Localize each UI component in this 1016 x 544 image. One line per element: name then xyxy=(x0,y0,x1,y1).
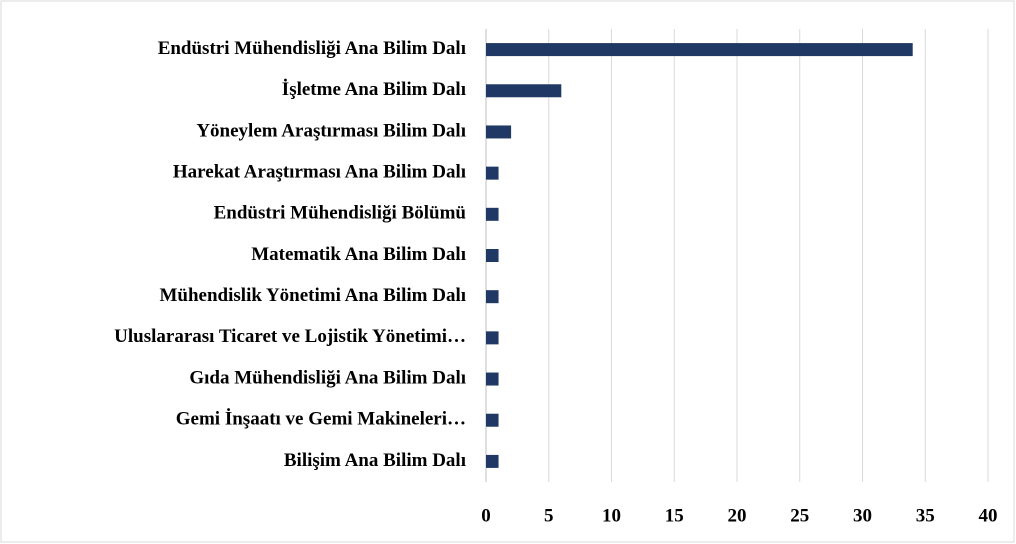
x-tick-label: 25 xyxy=(790,505,809,526)
bar xyxy=(486,125,512,139)
x-tick-label: 20 xyxy=(728,505,747,526)
x-tick-label: 35 xyxy=(916,505,935,526)
bar xyxy=(486,290,499,304)
x-tick-label: 10 xyxy=(602,505,621,526)
bar xyxy=(486,84,562,98)
bar xyxy=(486,207,499,221)
y-tick-label: İşletme Ana Bilim Dalı xyxy=(282,79,466,100)
y-tick-label: Bilişim Ana Bilim Dalı xyxy=(284,450,466,471)
x-tick-label: 30 xyxy=(853,505,872,526)
y-tick-label: Uluslararası Ticaret ve Lojistik Yönetim… xyxy=(114,326,466,347)
y-tick-label: Endüstri Mühendisliği Bölümü xyxy=(214,203,467,224)
x-tick-label: 0 xyxy=(481,505,491,526)
x-tick-label: 15 xyxy=(665,505,684,526)
y-tick-label: Gemi İnşaatı ve Gemi Makineleri… xyxy=(176,409,466,430)
y-tick-label: Gıda Mühendisliği Ana Bilim Dalı xyxy=(189,367,466,388)
y-tick-label: Yöneylem Araştırması Bilim Dalı xyxy=(196,120,466,141)
x-tick-label: 40 xyxy=(979,505,998,526)
y-tick-label: Harekat Araştırması Ana Bilim Dalı xyxy=(173,161,466,182)
bar xyxy=(486,166,499,180)
bar xyxy=(486,413,499,427)
bar xyxy=(486,249,499,262)
bar xyxy=(486,331,499,345)
bar xyxy=(486,372,499,386)
y-tick-label: Mühendislik Yönetimi Ana Bilim Dalı xyxy=(159,285,466,306)
bar xyxy=(486,454,499,468)
bar xyxy=(486,43,913,57)
y-tick-label: Endüstri Mühendisliği Ana Bilim Dalı xyxy=(158,38,466,59)
y-tick-label: Matematik Ana Bilim Dalı xyxy=(251,244,466,265)
x-tick-label: 5 xyxy=(544,505,554,526)
